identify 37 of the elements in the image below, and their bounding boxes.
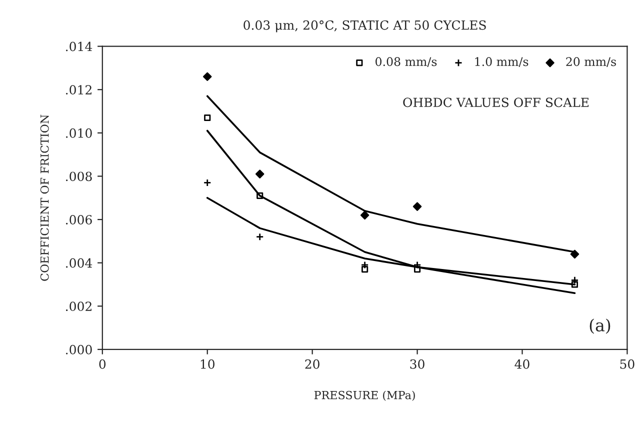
x-tick-label: 0: [99, 359, 106, 369]
legend-label: 1.0 mm/s: [475, 57, 528, 67]
point: [360, 210, 370, 220]
x-tick-label: 30: [410, 359, 424, 369]
x-axis-title: PRESSURE (MPa): [314, 390, 415, 401]
point: [204, 114, 211, 122]
y-tick-label: .002: [66, 302, 92, 312]
y-tick-label: .014: [66, 42, 92, 52]
point: [255, 170, 264, 178]
legend-label: 20 mm/s: [566, 57, 616, 67]
point: [360, 261, 369, 269]
legend-label: 0.08 mm/s: [376, 57, 437, 67]
point: [202, 72, 212, 81]
x-tick-label: 40: [514, 359, 530, 369]
point: [570, 250, 580, 259]
y-axis-title: COEFFICIENT OF FRICTION: [40, 114, 49, 281]
y-tick-label: .010: [66, 128, 92, 138]
point: [412, 202, 422, 211]
point: [571, 281, 578, 288]
point: [256, 232, 264, 241]
annotation: OHBDC VALUES OFF SCALE: [403, 98, 589, 108]
point: [203, 178, 212, 187]
point: [413, 261, 422, 269]
y-tick-label: .008: [66, 172, 92, 182]
x-tick-label: 10: [200, 359, 214, 369]
point: [362, 266, 368, 273]
point: [414, 266, 421, 273]
y-tick-label: .012: [66, 85, 92, 95]
point: [256, 192, 264, 199]
annotation: (a): [590, 318, 610, 334]
x-tick-label: 20: [305, 359, 320, 369]
y-tick-label: .006: [66, 214, 92, 224]
y-tick-label: .004: [66, 258, 92, 268]
chart-title: 0.03 μm, 20°C, STATIC AT 50 CYCLES: [244, 20, 486, 32]
y-tick-label: .000: [66, 344, 92, 354]
point: [570, 276, 579, 284]
x-tick-label: 50: [620, 359, 634, 369]
